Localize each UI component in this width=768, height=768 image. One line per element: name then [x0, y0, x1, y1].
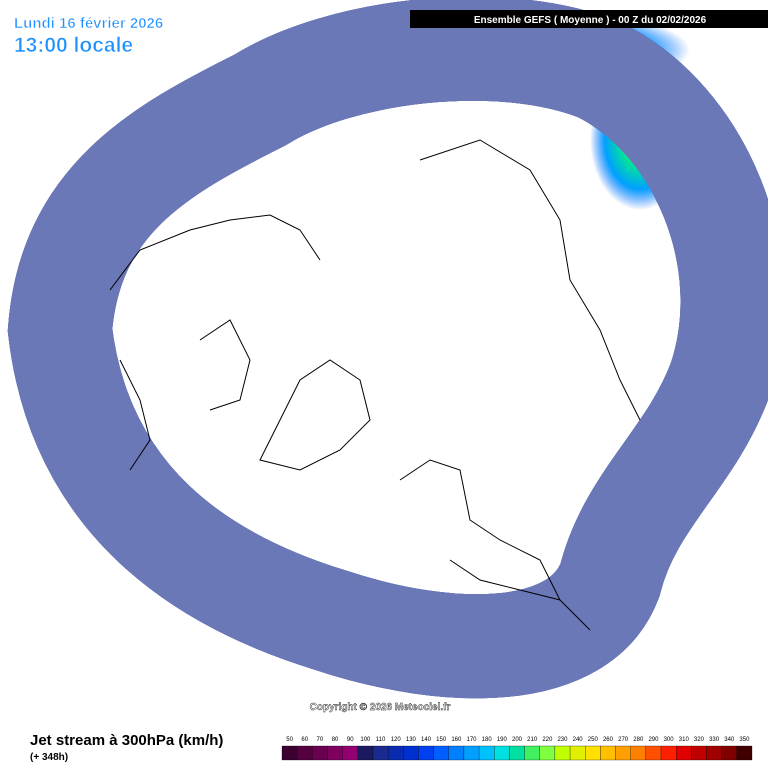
- scale-label: 300: [664, 737, 675, 743]
- run-banner: [410, 10, 768, 28]
- scale-label: 210: [527, 737, 538, 743]
- scale-swatch: [312, 745, 328, 761]
- scale-label: 180: [482, 737, 493, 743]
- copyright: Copyright © 2026 Meteociel.fr: [310, 702, 451, 713]
- scale-swatch: [478, 745, 495, 761]
- scale-swatch: [357, 745, 374, 761]
- scale-swatch: [539, 745, 556, 761]
- scale-label: 130: [406, 737, 417, 743]
- coastlines: [109, 139, 641, 631]
- scale-label: 60: [301, 737, 308, 743]
- scale-label: 190: [497, 737, 508, 743]
- run-text: Ensemble GEFS ( Moyenne ) - 00 Z du 02/0…: [474, 15, 707, 26]
- scale-label: 200: [512, 737, 523, 743]
- scale-label: 110: [376, 737, 386, 743]
- scale-swatch: [448, 745, 465, 761]
- scale-swatch: [327, 745, 343, 761]
- scale-label: 70: [317, 737, 324, 743]
- scale-label: 160: [451, 737, 462, 743]
- scale-swatch: [433, 745, 449, 761]
- scale-label: 170: [467, 737, 478, 743]
- scale-swatch: [600, 745, 616, 761]
- scale-swatch: [630, 745, 647, 761]
- scale-swatch: [509, 745, 525, 761]
- scale-label: 100: [360, 737, 371, 743]
- scale-label: 120: [391, 737, 402, 743]
- scale-swatch: [494, 745, 510, 761]
- scale-swatch: [676, 745, 692, 761]
- map-date: Lundi 16 février 2026: [14, 15, 163, 32]
- scale-swatch: [403, 745, 419, 761]
- scale-label: 90: [347, 737, 354, 743]
- scale-swatch: [736, 745, 753, 761]
- color-scale: 50 60 70 80 90 100 110 120 130 140 150 160 170 180 190…: [281, 737, 753, 761]
- scale-swatch: [691, 745, 707, 761]
- scale-swatch: [463, 745, 480, 761]
- scale-label: 330: [709, 737, 720, 743]
- scale-swatch: [645, 745, 662, 761]
- scale-swatch: [387, 745, 404, 761]
- scale-swatch: [342, 745, 358, 761]
- scale-swatch: [281, 745, 298, 761]
- scale-label: 320: [694, 737, 705, 743]
- scale-swatch: [615, 745, 631, 761]
- legend-title: Jet stream à 300hPa (km/h): [30, 732, 223, 749]
- scale-label: 290: [648, 737, 659, 743]
- scale-label: 250: [588, 737, 599, 743]
- scale-swatch: [660, 745, 677, 761]
- scale-label: 280: [633, 737, 644, 743]
- scale-label: 340: [724, 737, 735, 743]
- scale-swatch: [706, 745, 722, 761]
- scale-label: 150: [436, 737, 447, 743]
- scale-label: 350: [739, 737, 750, 743]
- scale-label: 240: [573, 737, 584, 743]
- map-time: 13:00 locale: [14, 34, 133, 57]
- scale-swatch: [418, 745, 434, 761]
- scale-label: 50: [286, 737, 293, 743]
- scale-label: 80: [332, 737, 339, 743]
- scale-label: 260: [603, 737, 614, 743]
- scale-swatch: [524, 745, 540, 761]
- scale-swatch: [297, 745, 313, 761]
- jet-band: [7, 0, 768, 646]
- scale-swatch: [569, 745, 586, 761]
- scale-label: 140: [421, 737, 432, 743]
- scale-label: 230: [557, 737, 568, 743]
- scale-swatch: [372, 745, 389, 761]
- scale-label: 220: [542, 737, 553, 743]
- scale-swatch: [585, 745, 601, 761]
- scale-swatch: [721, 745, 737, 761]
- scale-label: 310: [679, 737, 690, 743]
- lead-time: (+ 348h): [30, 752, 68, 763]
- scale-label: 270: [618, 737, 629, 743]
- scale-swatch: [554, 745, 571, 761]
